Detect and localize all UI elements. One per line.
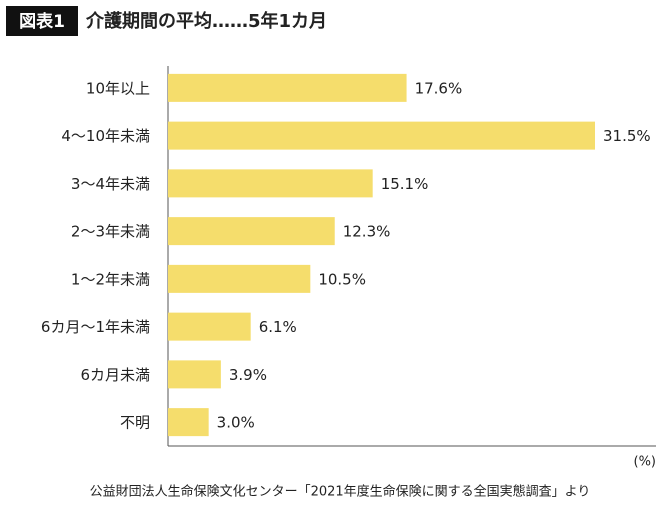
y-tick-label: 10年以上 — [86, 79, 150, 97]
source-note: 公益財団法人生命保険文化センター「2021年度生命保険に関する全国実態調査」より — [90, 484, 591, 500]
y-tick-label: 2～3年未満 — [71, 223, 150, 241]
figure-label: 図表1 — [19, 11, 65, 32]
value-label: 3.0% — [217, 414, 255, 432]
value-label: 3.9% — [229, 366, 267, 384]
bar — [168, 312, 251, 341]
bar — [168, 360, 221, 389]
y-tick-label: 1～2年未満 — [71, 270, 150, 288]
figure-badge — [6, 6, 78, 36]
y-tick-label: 6カ月～1年未満 — [41, 318, 150, 336]
value-label: 15.1% — [381, 175, 429, 193]
bar — [168, 73, 407, 102]
value-label: 12.3% — [343, 223, 391, 241]
y-tick-label: 6カ月未満 — [80, 366, 150, 384]
bar — [168, 121, 595, 150]
bar — [168, 264, 311, 293]
value-label: 31.5% — [603, 127, 651, 145]
bar — [168, 408, 209, 437]
x-axis-unit: (%) — [634, 455, 657, 470]
y-tick-label: 3～4年未満 — [71, 175, 150, 193]
y-tick-label: 不明 — [120, 414, 150, 432]
y-tick-label: 4～10年未満 — [61, 127, 150, 145]
value-label: 6.1% — [259, 318, 297, 336]
chart-title: 介護期間の平均……5年1カ月 — [85, 10, 327, 32]
value-label: 17.6% — [415, 79, 463, 97]
bar — [168, 217, 335, 246]
value-label: 10.5% — [318, 270, 366, 288]
bar — [168, 169, 373, 198]
